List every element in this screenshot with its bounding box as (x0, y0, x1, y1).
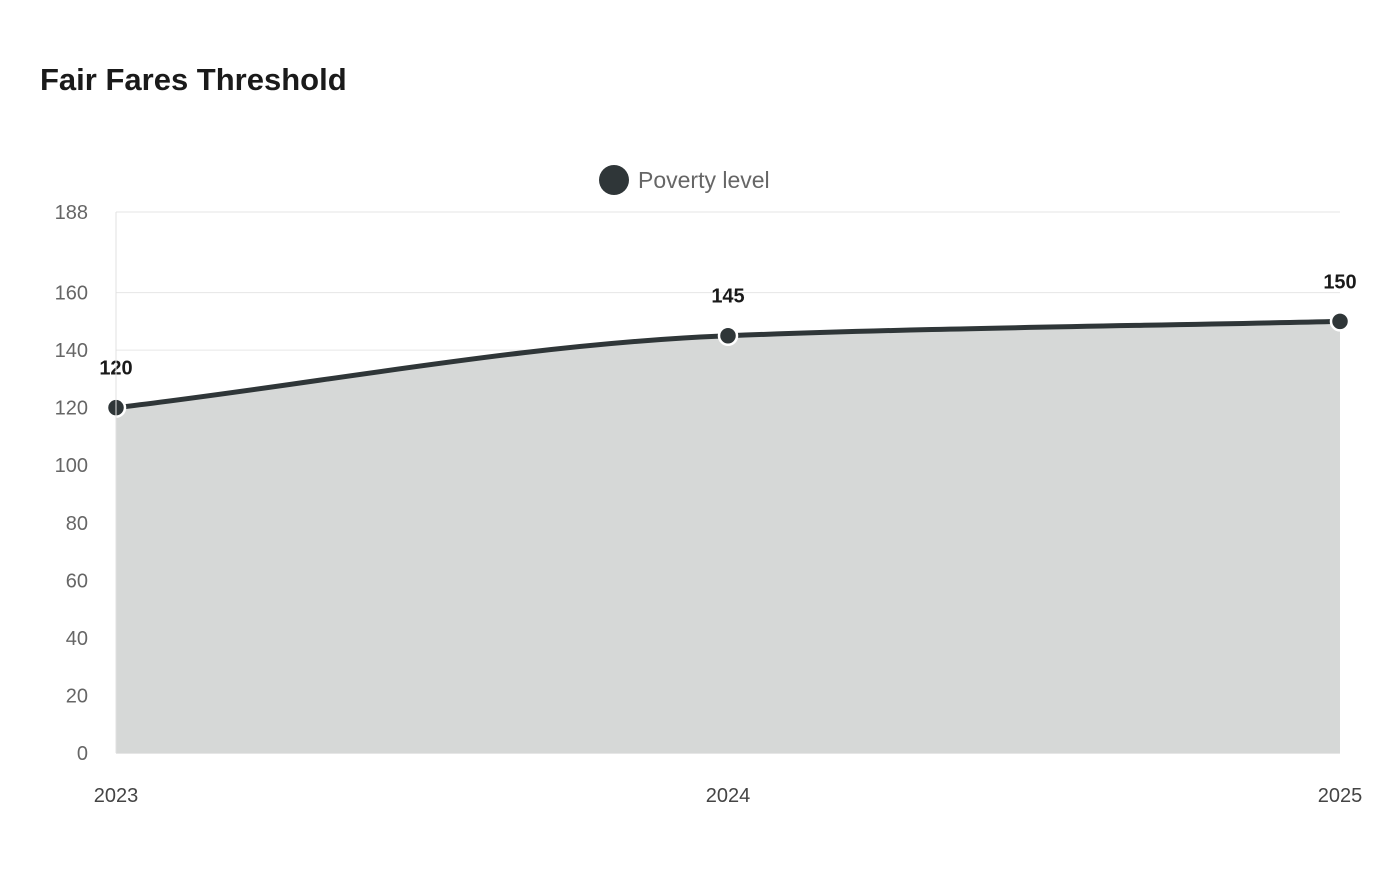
y-tick-label: 0 (77, 743, 88, 765)
series-area (116, 321, 1340, 753)
x-axis: 2023 2024 2025 (94, 785, 1363, 807)
legend[interactable]: Poverty level (599, 165, 770, 195)
y-tick-label: 60 (66, 570, 88, 592)
data-point[interactable] (717, 325, 739, 346)
data-label: 145 (711, 286, 744, 308)
data-label: 150 (1323, 271, 1356, 293)
y-tick-label: 140 (55, 340, 88, 362)
y-tick-label: 20 (66, 685, 88, 707)
x-tick-label: 2023 (94, 785, 139, 807)
area-fill (116, 321, 1340, 753)
legend-swatch[interactable] (599, 165, 629, 195)
chart-title: Fair Fares Threshold (40, 62, 347, 97)
y-tick-label: 40 (66, 628, 88, 650)
x-tick-label: 2024 (706, 785, 751, 807)
y-tick-label: 120 (55, 398, 88, 420)
y-tick-label: 160 (55, 283, 88, 305)
y-axis: 0 20 40 60 80 100 120 140 160 188 (55, 202, 117, 765)
data-point[interactable] (1329, 311, 1351, 332)
legend-label[interactable]: Poverty level (638, 167, 770, 193)
y-tick-label: 188 (55, 202, 88, 224)
y-tick-label: 100 (55, 455, 88, 477)
y-tick-label: 80 (66, 513, 88, 535)
x-tick-label: 2025 (1318, 785, 1363, 807)
